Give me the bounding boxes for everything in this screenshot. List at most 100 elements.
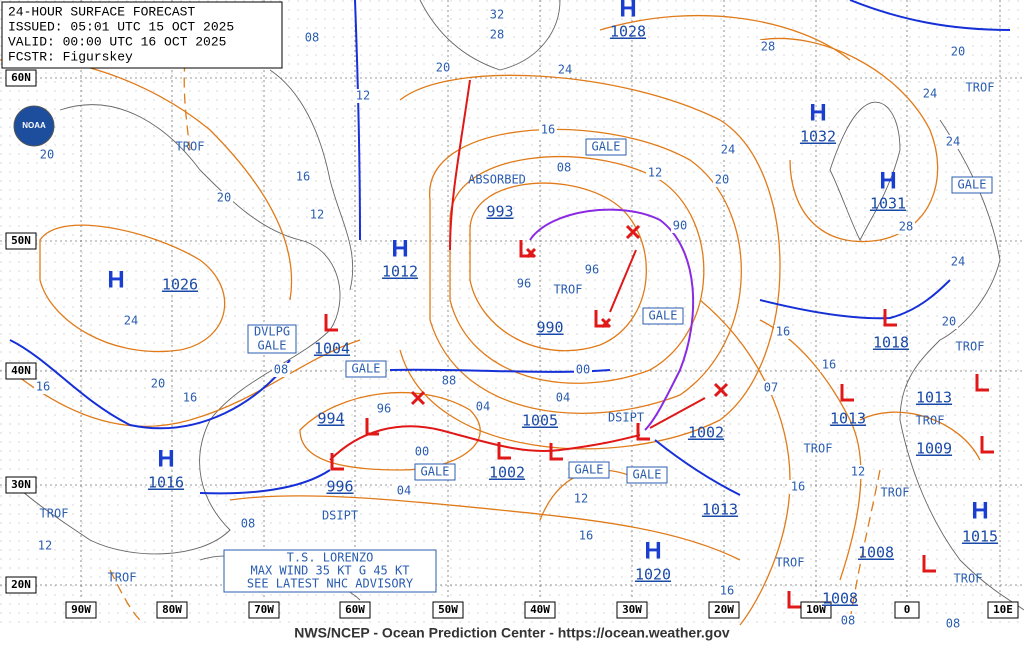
high-symbol: H xyxy=(644,537,661,564)
dvlpg-text: GALE xyxy=(258,339,287,353)
isobar-label: 08 xyxy=(274,363,288,377)
isobar-label-bg xyxy=(944,135,962,149)
lows: 993 990 1004 994 996 1005 1002 1002 1013… xyxy=(314,203,952,608)
isobar-label-bg xyxy=(774,325,792,339)
isobar-label: 04 xyxy=(556,391,570,405)
low-pressure: 1004 xyxy=(314,340,350,358)
lat-label: 60N xyxy=(11,71,31,84)
isobar-label: 32 xyxy=(490,8,504,22)
trof-label: TROF xyxy=(108,571,137,585)
low-pressure: 1009 xyxy=(916,440,952,458)
isobar-label-bg xyxy=(577,529,595,543)
isobar-label: 20 xyxy=(715,173,729,187)
isobar-label-bg xyxy=(949,45,967,59)
isobar-label: 12 xyxy=(310,208,324,222)
lon-label: 70W xyxy=(254,603,274,616)
storm-advisory: T.S. LORENZO MAX WIND 35 KT G 45 KT SEE … xyxy=(223,549,437,593)
footer: NWS/NCEP - Ocean Prediction Center - htt… xyxy=(294,625,730,641)
gale-label: GALE xyxy=(649,309,678,323)
isobar-label-bg xyxy=(413,445,431,459)
high-pressure: 1032 xyxy=(800,128,836,146)
lon-label: 10W xyxy=(806,603,826,616)
isobar-label-bg xyxy=(434,61,452,75)
latitude-labels: 60N 50N 40N 30N 20N xyxy=(5,69,37,594)
isobar-label-bg xyxy=(272,363,290,377)
lon-label: 0 xyxy=(904,603,911,616)
gale-label: GALE xyxy=(958,178,987,192)
lat-label: 30N xyxy=(11,478,31,491)
isobar-label: 08 xyxy=(241,517,255,531)
isobar-label: 20 xyxy=(217,191,231,205)
dissipating-label: DSIPT xyxy=(608,411,644,425)
low-pressure: 1008 xyxy=(822,590,858,608)
isobar-label-bg xyxy=(122,314,140,328)
isobar-label-bg xyxy=(556,63,574,77)
isobar-label-bg xyxy=(539,123,557,137)
low-pressure: 990 xyxy=(536,319,563,337)
isobar-label: 28 xyxy=(899,220,913,234)
advisory-line: MAX WIND 35 KT G 45 KT xyxy=(251,564,410,578)
low-pressure: 1002 xyxy=(688,424,724,442)
trof-label: TROF xyxy=(176,140,205,154)
low-pressure: 994 xyxy=(317,410,344,428)
lon-label: 30W xyxy=(622,603,642,616)
gale-box xyxy=(568,461,610,479)
isobar-label-bg xyxy=(719,143,737,157)
isobar-label-bg xyxy=(572,492,590,506)
isobar-label-bg xyxy=(646,166,664,180)
low-pressure: 1013 xyxy=(702,501,738,519)
isobar-label: 12 xyxy=(38,539,52,553)
isobar-label-bg xyxy=(789,480,807,494)
dissipating-label: DSIPT xyxy=(322,509,358,523)
isobar-label: 16 xyxy=(791,480,805,494)
logo: NOAA xyxy=(22,121,46,130)
dvlpg-text: DVLPG xyxy=(254,325,290,339)
lon-label: 90W xyxy=(71,603,91,616)
gale-label: GALE xyxy=(421,465,450,479)
isobar-label: 12 xyxy=(574,492,588,506)
high-symbol: H xyxy=(619,0,636,22)
isobar-label: 20 xyxy=(436,61,450,75)
developing-gale: DVLPG GALE xyxy=(247,324,297,354)
isobar-label: 20 xyxy=(151,377,165,391)
gale-box xyxy=(585,138,627,156)
high-symbol: H xyxy=(879,167,896,194)
isobar-label-bg xyxy=(921,87,939,101)
isobar-label: 08 xyxy=(841,614,855,628)
isobar-label-bg xyxy=(375,402,393,416)
isobar-label: 12 xyxy=(851,465,865,479)
isobar-label: 20 xyxy=(951,45,965,59)
isobar-label-bg xyxy=(38,148,56,162)
high-symbol: H xyxy=(157,445,174,472)
advisory-line: T.S. LORENZO xyxy=(287,551,374,565)
trof-label: TROF xyxy=(804,442,833,456)
high-symbol: H xyxy=(107,266,124,293)
isobar-label-bg xyxy=(849,465,867,479)
isobar-label: 96 xyxy=(377,402,391,416)
high-symbol: H xyxy=(971,497,988,524)
gale-box xyxy=(345,360,387,378)
isobar-label-bg xyxy=(36,539,54,553)
isobar-label-bg xyxy=(839,614,857,628)
isobar-label: 16 xyxy=(822,358,836,372)
header-forecaster: FCSTR: Figurskey xyxy=(8,49,133,64)
isobar-label-bg xyxy=(949,255,967,269)
gale-label: GALE xyxy=(352,362,381,376)
isobar-label-bg xyxy=(759,40,777,54)
gale-box xyxy=(642,307,684,325)
isobar-label: 24 xyxy=(124,314,138,328)
lat-label: 20N xyxy=(11,578,31,591)
isobar-label-bg xyxy=(488,28,506,42)
isobar-label: 08 xyxy=(305,31,319,45)
lon-label: 60W xyxy=(345,603,365,616)
trof-label: TROF xyxy=(554,283,583,297)
low-pressure: 1002 xyxy=(489,464,525,482)
isobar-label: 24 xyxy=(946,135,960,149)
isobar-label-bg xyxy=(944,617,962,631)
header-title: 24-HOUR SURFACE FORECAST xyxy=(8,4,195,19)
isobar-label: 24 xyxy=(558,63,572,77)
isobar-label: 90 xyxy=(673,219,687,233)
isobar-label: 24 xyxy=(951,255,965,269)
low-pressure: 1013 xyxy=(830,410,866,428)
